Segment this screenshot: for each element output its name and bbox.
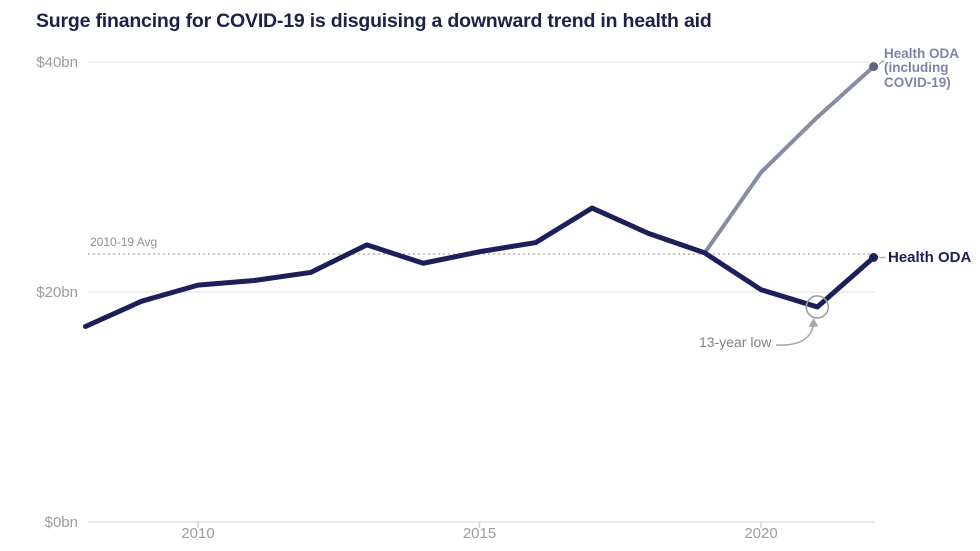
x-axis-tick-label: 2010	[181, 525, 215, 542]
y-axis-tick-label: $0bn	[44, 514, 78, 531]
x-axis-tick-label: 2015	[462, 525, 497, 542]
series-end-dot	[869, 253, 879, 262]
low-point-circle	[805, 295, 830, 319]
y-axis-tick-label: $20bn	[36, 284, 78, 301]
covid-oda-line	[702, 64, 876, 255]
annotation-arrowhead	[808, 318, 819, 327]
health-oda-line	[82, 205, 877, 329]
series-end-dot	[869, 62, 879, 72]
x-axis-tick-label: 2020	[744, 525, 778, 542]
chart-title: Surge financing for COVID-19 is disguisi…	[36, 10, 712, 32]
avg-line-label: 2010-19 Avg	[90, 235, 158, 249]
y-axis-tick-label: $40bn	[36, 54, 78, 71]
annotation-13-year-low: 13-year low	[699, 334, 772, 350]
legend-connector	[878, 59, 885, 65]
legend-label-health-oda-covid: Health ODA (including COVID-19)	[884, 46, 959, 90]
annotation-arrow	[775, 322, 815, 346]
legend-label-health-oda: Health ODA	[888, 249, 972, 266]
